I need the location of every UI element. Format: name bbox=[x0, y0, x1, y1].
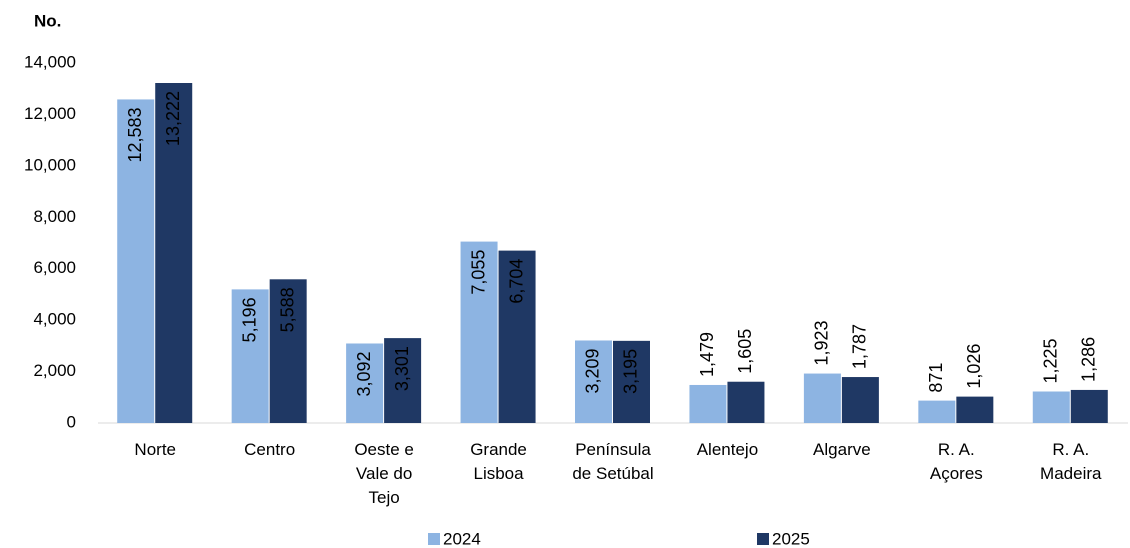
bar bbox=[384, 338, 422, 423]
bar bbox=[613, 340, 650, 423]
data-label: 5,588 bbox=[277, 287, 297, 332]
data-label: 3,195 bbox=[621, 349, 641, 394]
x-tick-label: Algarve bbox=[813, 440, 871, 459]
bar bbox=[918, 400, 956, 423]
bar bbox=[727, 381, 765, 423]
data-label: 1,923 bbox=[812, 321, 832, 366]
y-tick-label: 8,000 bbox=[33, 207, 76, 226]
x-tick-label: R. A. Açores bbox=[929, 440, 983, 483]
x-tick-label: Norte bbox=[134, 440, 176, 459]
data-label: 1,225 bbox=[1041, 338, 1061, 383]
legend-swatch bbox=[428, 533, 440, 545]
y-tick-label: 0 bbox=[67, 412, 76, 431]
x-tick-label: R. A. Madeira bbox=[1040, 440, 1102, 483]
data-label: 5,196 bbox=[239, 297, 259, 342]
y-tick-label: 2,000 bbox=[33, 361, 76, 380]
bar bbox=[1032, 391, 1070, 423]
data-label: 3,209 bbox=[583, 348, 603, 393]
legend-label: 2024 bbox=[443, 529, 481, 548]
bar bbox=[346, 343, 384, 423]
data-label: 1,479 bbox=[697, 332, 717, 377]
bar bbox=[269, 279, 307, 423]
data-label: 3,092 bbox=[354, 351, 374, 396]
bar bbox=[498, 250, 536, 423]
y-tick-label: 14,000 bbox=[24, 52, 76, 71]
y-tick-label: 12,000 bbox=[24, 104, 76, 123]
data-label: 3,301 bbox=[392, 346, 412, 391]
data-label: 871 bbox=[926, 363, 946, 393]
y-tick-label: 6,000 bbox=[33, 258, 76, 277]
data-label: 1,286 bbox=[1079, 337, 1099, 382]
y-axis-label: No. bbox=[34, 11, 61, 30]
bar bbox=[1070, 389, 1108, 423]
data-label: 7,055 bbox=[468, 250, 488, 295]
legend-swatch bbox=[757, 533, 769, 545]
bar bbox=[841, 377, 879, 423]
x-tick-label: Oeste e Vale do Tejo bbox=[354, 440, 414, 507]
bar bbox=[575, 340, 612, 423]
x-tick-label: Grande Lisboa bbox=[470, 440, 527, 483]
data-label: 1,026 bbox=[964, 344, 984, 389]
bar bbox=[956, 396, 994, 423]
data-label: 12,583 bbox=[125, 107, 145, 162]
x-tick-label: Centro bbox=[244, 440, 296, 459]
bar bbox=[155, 83, 193, 424]
bar bbox=[460, 241, 498, 423]
data-label: 1,787 bbox=[850, 324, 870, 369]
x-tick-label: Península de Setúbal bbox=[572, 440, 654, 483]
data-label: 1,605 bbox=[735, 329, 755, 374]
bar bbox=[803, 373, 841, 423]
data-label: 13,222 bbox=[163, 91, 183, 146]
x-tick-label: Alentejo bbox=[696, 440, 759, 459]
y-tick-label: 10,000 bbox=[24, 155, 76, 174]
data-label: 6,704 bbox=[506, 259, 526, 304]
legend-label: 2025 bbox=[772, 529, 810, 548]
bar bbox=[689, 384, 727, 423]
bar bbox=[117, 99, 155, 424]
y-tick-label: 4,000 bbox=[33, 310, 76, 329]
bar bbox=[231, 289, 269, 423]
